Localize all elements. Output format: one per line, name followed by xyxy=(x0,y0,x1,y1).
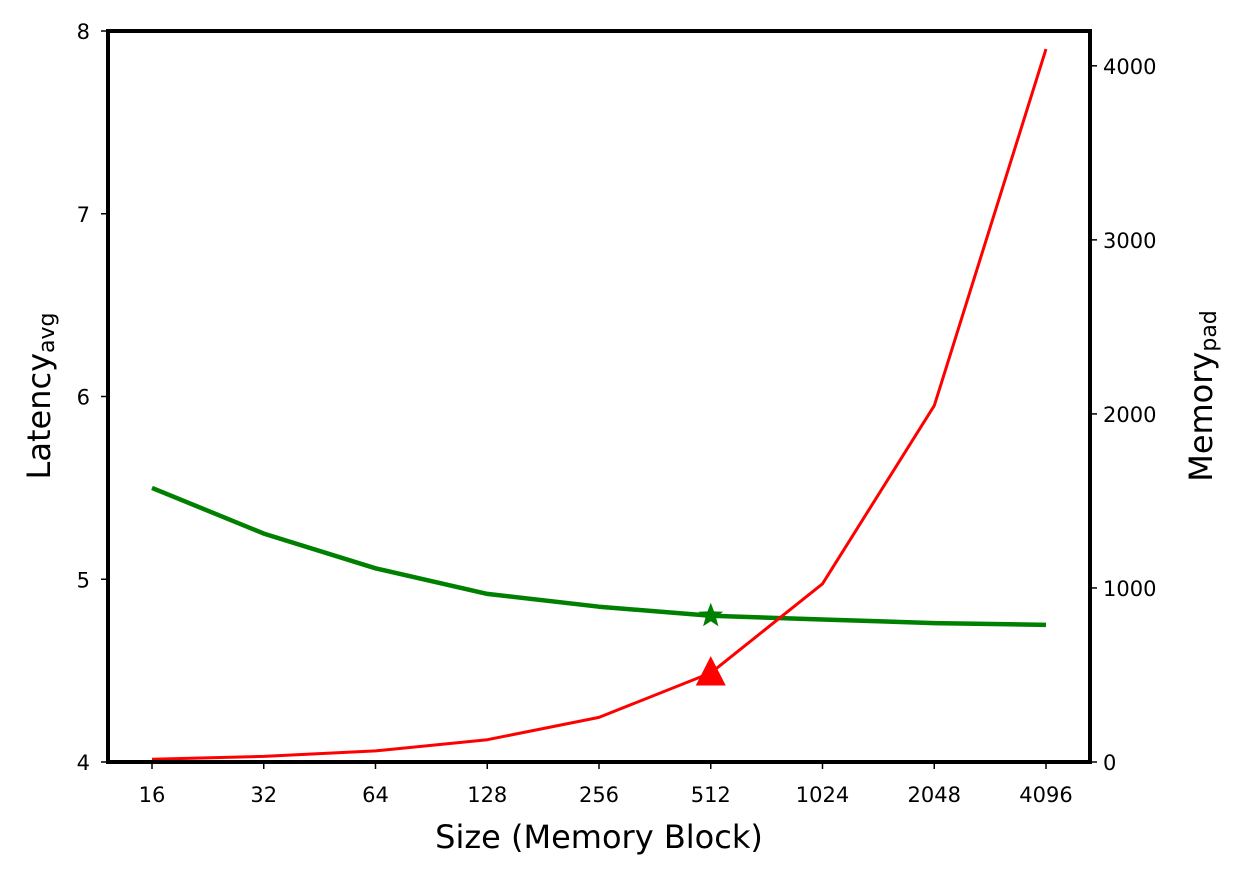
x-axis: 16 32 64 128 256 512 1024 2048 4096 xyxy=(139,762,1073,807)
y-right-tick-label: 2000 xyxy=(1103,403,1156,427)
y-axis-left-title: Latencyavg xyxy=(20,313,60,480)
x-tick-label: 64 xyxy=(362,783,389,807)
memory-series-line xyxy=(151,48,1048,761)
y-left-tick-label: 4 xyxy=(77,751,90,775)
y-axis-right: 0 1000 2000 3000 4000 xyxy=(1090,55,1156,775)
x-tick-label: 256 xyxy=(579,783,619,807)
x-tick-label: 4096 xyxy=(1019,783,1072,807)
x-axis-title: Size (Memory Block) xyxy=(435,818,763,856)
y-left-tick-label: 5 xyxy=(77,568,90,592)
x-tick-label: 1024 xyxy=(796,783,849,807)
y-right-tick-label: 3000 xyxy=(1103,229,1156,253)
marker-layer xyxy=(695,602,726,686)
x-tick-label: 32 xyxy=(250,783,277,807)
y-axis-right-title: Memorypad xyxy=(1182,310,1222,482)
star-marker xyxy=(698,602,724,627)
series-layer xyxy=(151,48,1048,761)
triangle-marker xyxy=(695,656,726,686)
latency-series-line xyxy=(151,485,1047,628)
y-left-tick-label: 6 xyxy=(77,386,90,410)
x-tick-label: 128 xyxy=(467,783,507,807)
y-right-tick-label: 4000 xyxy=(1103,55,1156,79)
x-tick-label: 512 xyxy=(691,783,731,807)
y-right-tick-label: 1000 xyxy=(1103,577,1156,601)
x-tick-label: 2048 xyxy=(908,783,961,807)
y-axis-left: 4 5 6 7 8 xyxy=(77,20,108,775)
y-left-tick-label: 7 xyxy=(77,203,90,227)
y-left-tick-label: 8 xyxy=(77,20,90,44)
y-right-tick-label: 0 xyxy=(1103,751,1116,775)
x-tick-label: 16 xyxy=(139,783,166,807)
plot-frame xyxy=(106,29,1092,764)
